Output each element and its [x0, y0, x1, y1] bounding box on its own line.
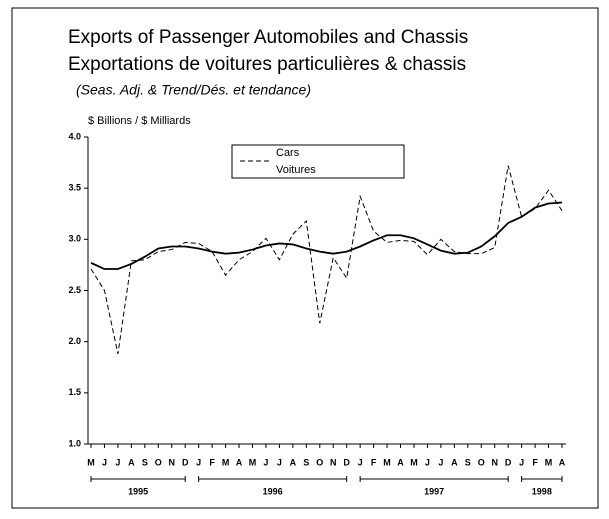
y-tick-label: 4.0 — [68, 131, 81, 141]
y-tick-label: 3.0 — [68, 234, 81, 244]
x-tick-label: M — [545, 457, 553, 467]
x-tick-label: J — [102, 457, 107, 467]
x-tick-label: N — [330, 457, 337, 467]
x-tick-label: F — [209, 457, 215, 467]
year-label: 1995 — [128, 486, 148, 496]
x-tick-label: F — [532, 457, 538, 467]
series-line — [90, 165, 563, 355]
y-tick-label: 1.5 — [68, 387, 81, 397]
x-tick-label: F — [371, 457, 377, 467]
x-tick-label: S — [303, 457, 309, 467]
x-tick-label: A — [451, 457, 458, 467]
x-tick-label: A — [397, 457, 404, 467]
x-tick-label: M — [222, 457, 230, 467]
series-line — [90, 201, 563, 270]
y-tick-label: 1.0 — [68, 438, 81, 448]
x-tick-label: J — [519, 457, 524, 467]
x-tick-label: A — [128, 457, 135, 467]
y-tick-label: 3.5 — [68, 183, 81, 193]
x-tick-label: O — [316, 457, 323, 467]
legend-label: Cars — [276, 147, 300, 159]
x-tick-label: M — [383, 457, 391, 467]
x-tick-label: A — [236, 457, 243, 467]
chart-title-fr: Exportations de voitures particulières &… — [68, 54, 466, 75]
frame — [11, 7, 599, 509]
x-tick-label: N — [168, 457, 175, 467]
x-tick-label: J — [263, 457, 268, 467]
x-tick-label: A — [559, 457, 566, 467]
x-tick-label: J — [358, 457, 363, 467]
x-tick-label: M — [410, 457, 418, 467]
year-label: 1996 — [263, 486, 283, 496]
x-tick-label: J — [438, 457, 443, 467]
year-label: 1997 — [424, 486, 444, 496]
x-tick-label: O — [155, 457, 162, 467]
y-tick-label: 2.0 — [68, 336, 81, 346]
subtitle: (Seas. Adj. & Trend/Dés. et tendance) — [76, 82, 311, 98]
x-tick-label: J — [196, 457, 201, 467]
y-tick-label: 2.5 — [68, 285, 81, 295]
x-tick-label: S — [142, 457, 148, 467]
x-tick-label: S — [465, 457, 471, 467]
x-tick-label: D — [505, 457, 512, 467]
x-tick-label: D — [182, 457, 189, 467]
x-tick-label: O — [478, 457, 485, 467]
y-axis-label: $ Billions / $ Milliards — [88, 115, 191, 127]
x-tick-label: M — [87, 457, 95, 467]
x-tick-label: M — [249, 457, 257, 467]
x-tick-label: D — [343, 457, 350, 467]
x-tick-label: J — [277, 457, 282, 467]
x-tick-label: J — [425, 457, 430, 467]
x-tick-label: J — [115, 457, 120, 467]
x-tick-label: A — [290, 457, 297, 467]
x-tick-label: N — [491, 457, 498, 467]
chart-title: Exports of Passenger Automobiles and Cha… — [68, 27, 468, 48]
legend-label: Voitures — [276, 164, 316, 176]
year-label: 1998 — [532, 486, 552, 496]
